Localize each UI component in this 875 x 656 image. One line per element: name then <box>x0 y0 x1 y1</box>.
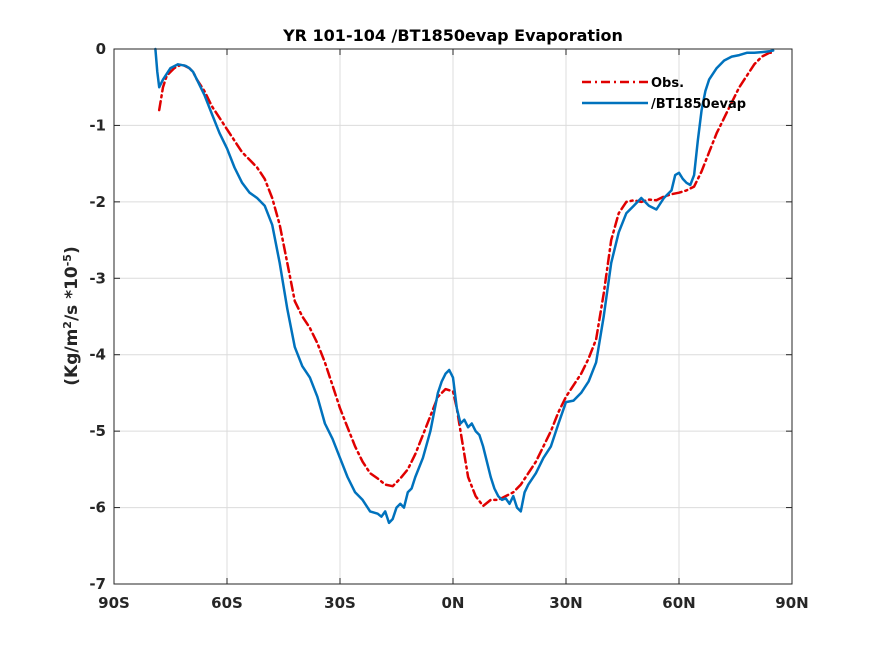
y-tick-label: -5 <box>89 422 106 440</box>
y-tick-label: -4 <box>89 346 106 364</box>
x-tick-label: 90S <box>98 594 130 612</box>
x-tick-label: 0N <box>442 594 465 612</box>
series-layer <box>154 47 775 525</box>
y-axis-label: (Kg/m2/s *10-5) <box>61 246 83 386</box>
y-tick-label: -6 <box>89 499 106 517</box>
ticks: 90S 60S 30S 0N 30N 60N 90N 0 -1 -2 -3 -4 -5 -6 -7 <box>89 40 808 612</box>
y-tick-label: -1 <box>89 116 106 134</box>
y-tick-label: -7 <box>89 575 106 593</box>
y-tick-label: 0 <box>96 40 106 58</box>
series-line-bt1850evap <box>154 47 775 525</box>
chart-title: YR 101-104 /BT1850evap Evaporation <box>282 26 623 45</box>
y-tick-label: -3 <box>89 269 106 287</box>
y-tick-label: -2 <box>89 193 106 211</box>
x-tick-label: 60N <box>662 594 695 612</box>
legend: Obs. /BT1850evap <box>582 76 746 112</box>
x-tick-label: 60S <box>211 594 243 612</box>
x-tick-label: 30N <box>549 594 582 612</box>
x-tick-label: 90N <box>775 594 808 612</box>
legend-label-bt1850evap: /BT1850evap <box>651 97 746 112</box>
legend-label-obs: Obs. <box>651 76 684 91</box>
x-tick-label: 30S <box>324 594 356 612</box>
